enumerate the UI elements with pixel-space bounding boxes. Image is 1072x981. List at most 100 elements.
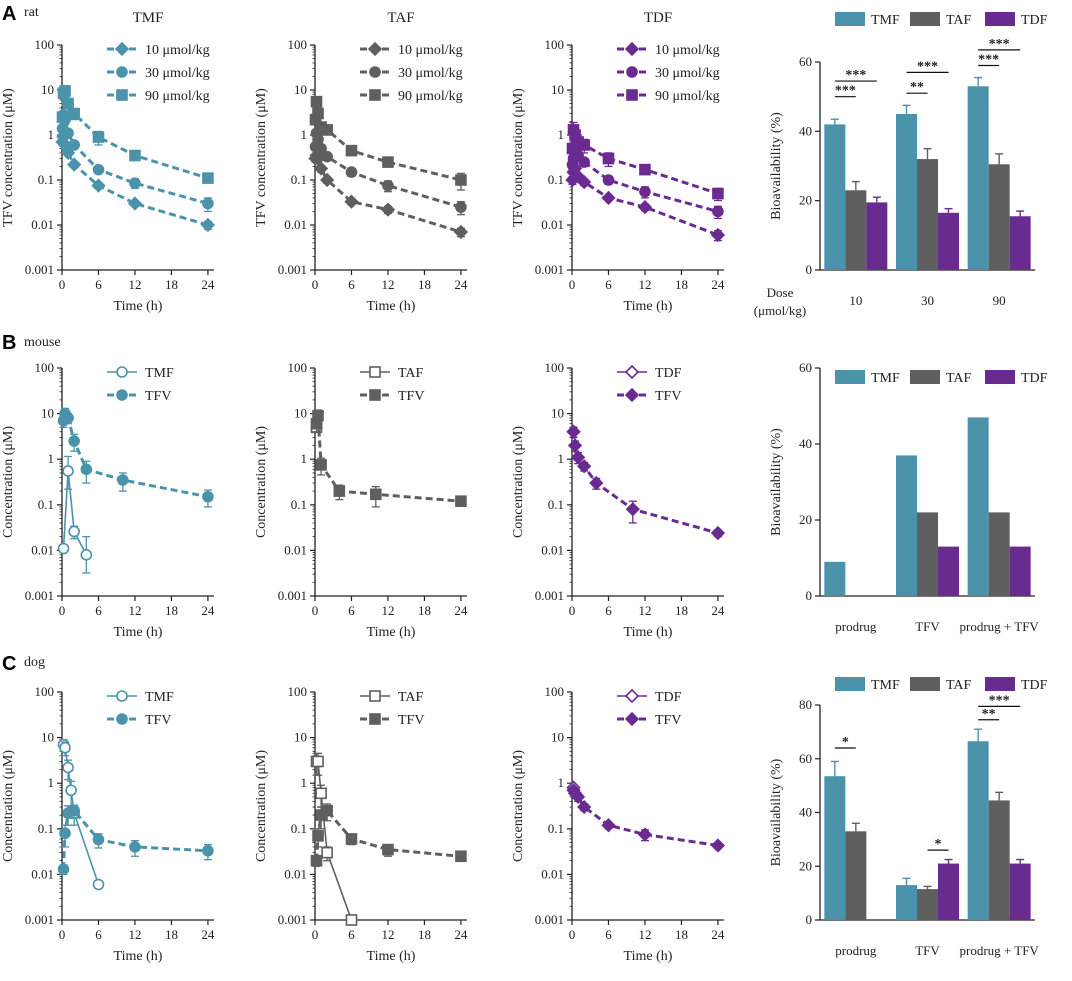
legend-label: 30 μmol/kg — [655, 66, 720, 81]
chart-a1: 0.001 0.01 0.1 1 10 100 0 6 12 18 24 Time (h) TFV co… — [1, 10, 216, 314]
legend-label: TMF — [871, 13, 900, 28]
data-point — [578, 156, 590, 168]
y-tick-label: 0.01 — [31, 866, 54, 881]
y-tick-label: 10 — [294, 82, 307, 97]
data-point — [315, 787, 327, 800]
legend-label: TMF — [145, 690, 174, 705]
category-label: prodrug + TFV — [960, 943, 1040, 958]
y-tick-label: 0.1 — [291, 172, 307, 187]
data-point — [67, 157, 82, 172]
data-point — [577, 174, 592, 190]
data-point — [602, 174, 615, 186]
legend-label: 90 μmol/kg — [655, 89, 720, 104]
series-line — [61, 87, 209, 180]
data-point — [637, 199, 653, 215]
data-point — [59, 741, 71, 754]
series-tdf: TDF — [938, 370, 1048, 596]
x-tick-label: 6 — [605, 277, 612, 292]
y-tick-label: 0.1 — [291, 821, 307, 836]
y-axis-label: Concentration (μM) — [1, 750, 16, 862]
y-tick-label: 0.01 — [284, 217, 307, 232]
category-label: 90 — [993, 293, 1006, 308]
data-point — [80, 549, 93, 561]
y-tick-label: 1 — [48, 127, 55, 142]
data-point — [567, 438, 583, 453]
x-tick-label: 12 — [638, 277, 651, 292]
series-taf: TAF — [310, 690, 424, 926]
series-30-mol-kg: 30 μmol/kg — [309, 66, 467, 216]
x-tick-label: 6 — [605, 603, 612, 618]
chart-c2: 0.001 0.01 0.1 1 10 100 0 6 12 18 24 Time (h) Concen… — [254, 684, 468, 964]
legend-swatch — [985, 12, 1015, 26]
y-tick-label: 10 — [41, 82, 54, 97]
x-tick-label: 0 — [59, 927, 66, 942]
bar — [938, 863, 959, 920]
data-point — [312, 107, 324, 120]
data-point — [570, 450, 586, 465]
y-tick-label: 0.001 — [278, 262, 307, 277]
x-tick-label: 0 — [569, 603, 576, 618]
x-tick-label: 6 — [605, 927, 612, 942]
category-axis-title: Dose — [767, 285, 794, 300]
y-axis-label: Concentration (μM) — [511, 750, 526, 862]
x-tick-label: 24 — [454, 603, 468, 618]
data-point — [68, 435, 80, 447]
legend-label: TFV — [655, 713, 681, 728]
x-tick-label: 24 — [711, 927, 725, 942]
x-tick-label: 18 — [675, 927, 688, 942]
data-point — [570, 789, 586, 805]
data-point — [710, 838, 726, 853]
legend-swatch — [835, 370, 865, 384]
bar — [917, 889, 938, 920]
data-point — [129, 177, 141, 189]
y-tick-label: 40 — [799, 436, 812, 451]
category-label: 10 — [849, 293, 862, 308]
data-point — [453, 224, 469, 240]
series-tmf: TMF — [824, 12, 989, 271]
x-tick-label: 6 — [348, 603, 355, 618]
y-tick-label: 60 — [799, 54, 812, 69]
y-tick-label: 0.1 — [548, 821, 564, 836]
chart-b2: 0.001 0.01 0.1 1 10 100 0 6 12 18 24 Time (h) Concen… — [254, 360, 468, 640]
x-tick-label: 18 — [165, 277, 178, 292]
significance-label: *** — [978, 52, 999, 67]
data-point — [601, 190, 616, 206]
y-tick-label: 60 — [799, 360, 812, 375]
data-point — [315, 142, 327, 155]
legend-label: 10 μmol/kg — [398, 43, 463, 58]
x-tick-label: 6 — [348, 927, 355, 942]
series-taf: TAF — [845, 12, 1010, 270]
y-tick-label: 0.1 — [38, 821, 54, 836]
y-tick-label: 0.1 — [548, 497, 564, 512]
legend-label: 10 μmol/kg — [145, 43, 210, 58]
category-label: TFV — [915, 619, 940, 634]
bar — [866, 202, 888, 270]
data-point — [59, 85, 71, 97]
data-point — [312, 409, 324, 422]
legend-label: TFV — [655, 389, 681, 404]
legend-marker — [116, 713, 128, 725]
data-point — [92, 163, 105, 176]
data-point — [637, 827, 653, 842]
significance-label: *** — [989, 37, 1010, 52]
bar — [1009, 216, 1031, 270]
legend-marker — [369, 389, 381, 401]
data-point — [577, 459, 592, 474]
legend-marker — [369, 66, 381, 78]
panel-letter-b: B — [2, 332, 16, 354]
data-point — [382, 156, 394, 168]
legend-marker — [369, 713, 381, 725]
x-tick-label: 6 — [95, 277, 102, 292]
data-point — [712, 205, 724, 218]
x-tick-label: 6 — [95, 927, 102, 942]
x-tick-label: 18 — [675, 603, 688, 618]
data-point — [129, 149, 141, 162]
category-label: prodrug — [835, 619, 877, 634]
data-point — [602, 152, 615, 165]
data-point — [315, 459, 327, 471]
y-tick-label: 100 — [35, 684, 55, 699]
x-tick-label: 0 — [312, 927, 319, 942]
x-tick-label: 18 — [675, 277, 688, 292]
y-tick-label: 1 — [301, 127, 308, 142]
